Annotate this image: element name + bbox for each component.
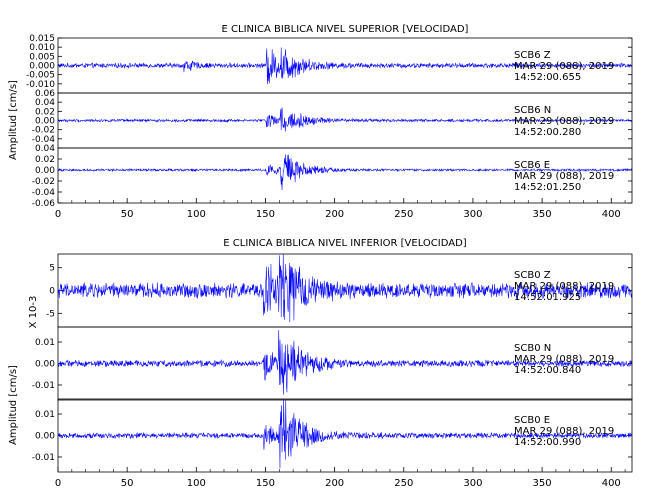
top-channel-1-station-label: SCB6 N (514, 105, 551, 116)
top-channel-1-ytick-label: -0.04 (32, 135, 56, 145)
top-channel-1-ytick-label: 0.02 (35, 107, 55, 117)
top-channel-1-date-label: MAR 29 (088), 2019 (514, 116, 614, 127)
top-xtick-label: 250 (394, 209, 413, 220)
top-xtick-label: 100 (187, 209, 206, 220)
bottom-channel-0-ytick-label: 0 (49, 287, 55, 297)
bottom-channel-1-ytick-label: -0.01 (32, 381, 55, 391)
top-channel-2-ytick-label: 0.02 (35, 155, 55, 165)
bottom-xtick-label: 350 (533, 478, 552, 489)
bottom-xtick-label: 50 (121, 478, 134, 489)
bottom-y-axis-label: Amplitud [cm/s] (8, 365, 19, 445)
top-channel-1-time-label: 14:52:00.280 (514, 127, 581, 138)
top-xtick-label: 150 (256, 209, 275, 220)
bottom-channel-1-ytick-label: 0.01 (35, 338, 55, 348)
bottom-channel-2-station-label: SCB0 E (514, 415, 550, 426)
top-xtick-label: 400 (602, 209, 621, 220)
top-channel-0-date-label: MAR 29 (088), 2019 (514, 61, 614, 72)
top-channel-2-time-label: 14:52:01.250 (514, 182, 581, 193)
top-y-axis-label: Amplitud [cm/s] (8, 80, 19, 160)
top-channel-2-ytick-label: -0.04 (32, 188, 56, 198)
bottom-xtick-label: 250 (394, 478, 413, 489)
bottom-channel-1-waveform (57, 330, 633, 395)
bottom-xtick-label: 0 (55, 478, 61, 489)
bottom-xtick-label: 400 (602, 478, 621, 489)
top-channel-2-ytick-label: -0.06 (32, 199, 56, 209)
top-channel-0-ytick-label: -0.010 (26, 80, 55, 90)
bottom-chart-title: E CLINICA BIBLICA NIVEL INFERIOR [VELOCI… (223, 238, 467, 249)
bottom-channel-2-time-label: 14:52:00.990 (514, 437, 581, 448)
top-xtick-label: 300 (463, 209, 482, 220)
top-channel-0-waveform (57, 47, 633, 85)
bottom-channel-0-waveform (57, 253, 633, 323)
top-channel-2-waveform (57, 154, 633, 190)
top-channel-1-ytick-label: 0.04 (35, 98, 55, 108)
top-channel-1-waveform (57, 107, 633, 132)
top-xtick-label: 0 (55, 209, 61, 220)
bottom-channel-2-ytick-label: -0.01 (32, 453, 55, 463)
top-chart-title: E CLINICA BIBLICA NIVEL SUPERIOR [VELOCI… (222, 24, 469, 35)
top-channel-0-ytick-label: 0.005 (29, 52, 55, 62)
bottom-channel-1-date-label: MAR 29 (088), 2019 (514, 354, 614, 365)
bottom-channel-2-waveform (57, 399, 633, 469)
top-channel-2-ytick-label: -0.02 (32, 177, 55, 187)
bottom-x-axis: 0 50 100 150 200 250 300 350 400 (55, 467, 626, 489)
bottom-channel-0-ytick-label: -5 (46, 309, 55, 319)
bottom-channel-2-date-label: MAR 29 (088), 2019 (514, 426, 614, 437)
top-channel-0-ytick-label: 0.000 (29, 62, 55, 72)
top-channel-2-ytick-label: 0.04 (35, 144, 55, 154)
bottom-channel-1-station-label: SCB0 N (514, 343, 551, 354)
bottom-channel-0-ytick-label: 5 (49, 264, 55, 274)
bottom-xtick-label: 100 (187, 478, 206, 489)
bottom-xtick-label: 200 (325, 478, 344, 489)
bottom-channel-1-ytick-label: 0.00 (35, 360, 55, 370)
top-xtick-label: 200 (325, 209, 344, 220)
top-channel-0-ytick-label: -0.005 (26, 71, 55, 81)
bottom-channel-1-time-label: 14:52:00.840 (514, 365, 581, 376)
bottom-xtick-label: 300 (463, 478, 482, 489)
top-channel-2-station-label: SCB6 E (514, 160, 550, 171)
top-channel-1-ytick-label: -0.02 (32, 126, 55, 136)
bottom-xtick-label: 150 (256, 478, 275, 489)
top-channel-1-ytick-label: 0.00 (35, 117, 55, 127)
bottom-channel-2-ytick-label: 0.01 (35, 410, 55, 420)
top-xtick-label: 50 (121, 209, 134, 220)
top-channel-0-time-label: 14:52:00.655 (514, 72, 581, 83)
top-x-axis: 0 50 100 150 200 250 300 350 400 (55, 198, 626, 220)
top-channel-2-ytick-label: 0.00 (35, 166, 55, 176)
bottom-channel-2-ytick-label: 0.00 (35, 432, 55, 442)
top-channel-0-ytick-label: 0.015 (29, 34, 55, 44)
top-channel-1-ytick-label: 0.06 (35, 89, 55, 99)
top-channel-2-date-label: MAR 29 (088), 2019 (514, 171, 614, 182)
top-channel-0-ytick-label: 0.010 (29, 43, 55, 53)
bottom-channel-0-time-label: 14:52:01.925 (514, 292, 581, 303)
bottom-scale-note: X 10-3 (28, 296, 39, 329)
top-channel-2-frame (57, 147, 633, 204)
bottom-channel-0-date-label: MAR 29 (088), 2019 (514, 281, 614, 292)
bottom-channel-0-station-label: SCB0 Z (514, 270, 551, 281)
top-channel-0-station-label: SCB6 Z (514, 50, 551, 61)
top-xtick-label: 350 (533, 209, 552, 220)
